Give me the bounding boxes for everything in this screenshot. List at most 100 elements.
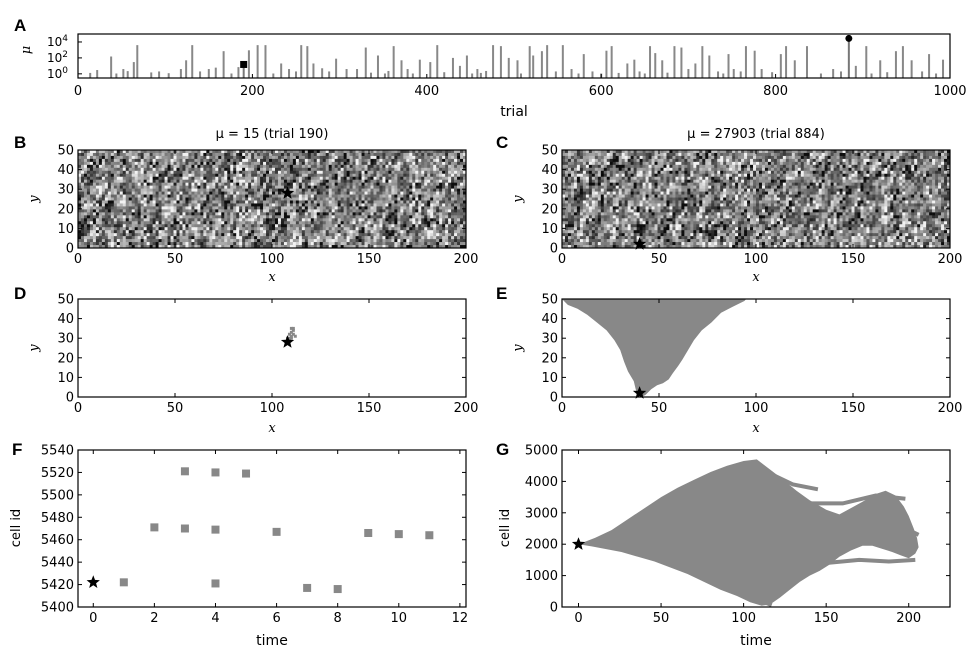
heatmap-cell bbox=[406, 230, 410, 234]
heatmap-cell bbox=[107, 233, 112, 237]
heatmap-cell bbox=[418, 218, 422, 222]
heatmap-cell bbox=[212, 188, 216, 192]
heatmap-cell bbox=[280, 152, 285, 157]
heatmap-cell bbox=[101, 239, 106, 243]
heatmap-cell bbox=[337, 218, 341, 222]
heatmap-cell bbox=[248, 164, 252, 169]
heatmap-cell bbox=[307, 152, 312, 157]
heatmap-cell bbox=[152, 245, 156, 248]
heatmap-cell bbox=[266, 182, 270, 186]
heatmap-cell bbox=[337, 167, 341, 172]
heatmap-cell bbox=[660, 150, 664, 154]
heatmap-cell bbox=[457, 227, 461, 231]
heatmap-cell bbox=[146, 182, 150, 186]
heatmap-cell bbox=[176, 194, 180, 198]
heatmap-cell bbox=[352, 218, 356, 222]
heatmap-cell bbox=[394, 194, 398, 198]
heatmap-cell bbox=[328, 236, 332, 240]
heatmap-cell bbox=[337, 230, 341, 234]
heatmap-cell bbox=[316, 209, 321, 213]
heatmap-cell bbox=[367, 182, 371, 186]
heatmap-cell bbox=[155, 233, 159, 237]
heatmap-cell bbox=[310, 197, 315, 201]
heatmap-cell bbox=[439, 155, 443, 160]
heatmap-cell bbox=[373, 218, 377, 222]
heatmap-cell bbox=[403, 218, 407, 222]
heatmap-cell bbox=[266, 179, 270, 183]
heatmap-cell bbox=[382, 185, 386, 189]
heatmap-cell bbox=[699, 150, 703, 154]
heatmap-cell bbox=[176, 197, 180, 201]
heatmap-cell bbox=[215, 218, 219, 222]
heatmap-cell bbox=[358, 233, 362, 237]
heatmap-cell bbox=[896, 158, 900, 163]
heatmap-cell bbox=[182, 152, 186, 157]
heatmap-cell bbox=[149, 150, 153, 154]
heatmap-cell bbox=[310, 167, 315, 172]
heatmap-cell bbox=[439, 194, 443, 198]
heatmap-cell bbox=[122, 191, 127, 195]
heatmap-cell bbox=[83, 191, 88, 195]
heatmap-cell bbox=[86, 194, 91, 198]
heatmap-cell bbox=[86, 161, 91, 166]
heatmap-cell bbox=[376, 176, 380, 180]
heatmap-cell bbox=[460, 155, 464, 160]
heatmap-cell bbox=[764, 155, 769, 160]
heatmap-cell bbox=[289, 179, 294, 183]
heatmap-cell bbox=[334, 152, 338, 157]
heatmap-cell bbox=[750, 152, 754, 157]
heatmap-cell bbox=[173, 218, 177, 222]
heatmap-cell bbox=[412, 224, 416, 228]
heatmap-cell bbox=[343, 173, 347, 178]
heatmap-cell bbox=[394, 221, 398, 225]
heatmap-cell bbox=[436, 188, 440, 192]
heatmap-cell bbox=[158, 191, 162, 195]
heatmap-cell bbox=[197, 164, 201, 169]
heatmap-cell bbox=[460, 158, 464, 163]
heatmap-cell bbox=[146, 188, 150, 192]
heatmap-cell bbox=[86, 167, 91, 172]
heatmap-cell bbox=[161, 233, 165, 237]
heatmap-cell bbox=[254, 182, 258, 186]
heatmap-cell bbox=[182, 176, 186, 180]
heatmap-cell bbox=[200, 209, 204, 213]
heatmap-cell bbox=[307, 155, 312, 160]
heatmap-cell bbox=[370, 164, 374, 169]
heatmap-cell bbox=[155, 221, 159, 225]
heatmap-cell bbox=[224, 197, 228, 201]
heatmap-cell bbox=[203, 167, 207, 172]
heatmap-cell bbox=[385, 167, 389, 172]
heatmap-cell bbox=[143, 194, 147, 198]
heatmap-cell bbox=[821, 150, 825, 154]
heatmap-cell bbox=[902, 152, 906, 157]
heatmap-cell bbox=[418, 236, 422, 240]
heatmap-cell bbox=[767, 158, 772, 163]
heatmap-cell bbox=[89, 182, 94, 186]
heatmap-cell bbox=[451, 164, 455, 169]
heatmap-cell bbox=[152, 188, 156, 192]
heatmap-cell bbox=[460, 167, 464, 172]
heatmap-cell bbox=[457, 236, 461, 240]
heatmap-cell bbox=[119, 233, 124, 237]
heatmap-cell bbox=[364, 188, 368, 192]
panel-c-marks bbox=[562, 150, 950, 248]
heatmap-cell bbox=[161, 161, 165, 166]
heatmap-cell bbox=[920, 155, 924, 160]
heatmap-cell bbox=[274, 155, 279, 160]
heatmap-cell bbox=[149, 185, 153, 189]
heatmap-cell bbox=[699, 158, 703, 163]
heatmap-cell bbox=[448, 203, 452, 207]
heatmap-cell bbox=[283, 150, 288, 154]
heatmap-cell bbox=[400, 230, 404, 234]
heatmap-cell bbox=[95, 161, 100, 166]
heatmap-cell bbox=[152, 227, 156, 231]
heatmap-cell bbox=[251, 158, 255, 163]
heatmap-cell bbox=[116, 170, 121, 175]
heatmap-cell bbox=[618, 150, 622, 154]
heatmap-cell bbox=[140, 218, 144, 222]
heatmap-cell bbox=[98, 224, 103, 228]
heatmap-cell bbox=[361, 245, 365, 248]
heatmap-cell bbox=[269, 179, 273, 183]
heatmap-cell bbox=[107, 161, 112, 166]
heatmap-cell bbox=[146, 185, 150, 189]
